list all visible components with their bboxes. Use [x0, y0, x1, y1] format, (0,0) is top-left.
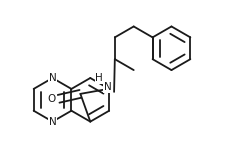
Text: N: N — [49, 117, 56, 127]
Text: O: O — [47, 94, 56, 104]
Text: N: N — [49, 73, 56, 83]
Text: H: H — [95, 73, 103, 83]
Text: N: N — [104, 82, 112, 92]
